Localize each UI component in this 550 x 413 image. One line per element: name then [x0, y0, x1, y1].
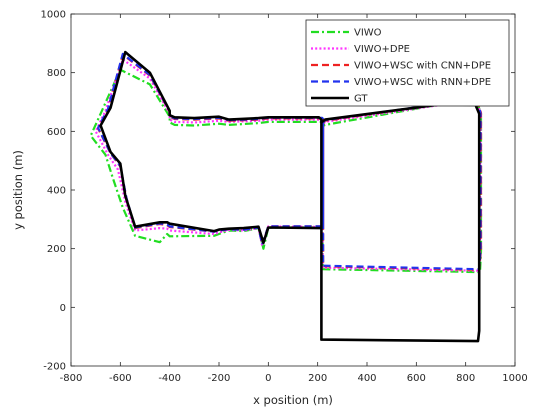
x-tick-label: -400 — [158, 373, 181, 384]
x-axis-label: x position (m) — [253, 393, 333, 407]
y-axis-label: y position (m) — [11, 150, 25, 230]
legend-label-2: VIWO+DPE — [354, 44, 410, 55]
series-layer — [89, 50, 483, 343]
y-tick-label: -200 — [43, 362, 66, 373]
legend-label-3: VIWO+WSC with CNN+DPE — [354, 61, 491, 72]
y-tick-label: 800 — [47, 68, 66, 79]
y-tick-label: 400 — [47, 186, 66, 197]
y-tick-label: 600 — [47, 127, 66, 138]
legend-box — [305, 19, 510, 107]
axis-ticks: -800 -600 -400 -200 0 200 400 600 800 1000 -200 0 20… — [41, 10, 528, 385]
x-tick-label: 200 — [308, 373, 327, 384]
y-tick-label: 200 — [47, 244, 66, 255]
x-tick-label: 0 — [265, 373, 271, 384]
y-tick-label: 1000 — [41, 10, 66, 21]
x-tick-label: 600 — [407, 373, 426, 384]
legend-label-1: VIWO — [354, 28, 382, 39]
y-tick-label: 0 — [60, 303, 66, 314]
series-line-5 — [99, 50, 481, 343]
x-tick-label: 400 — [357, 373, 376, 384]
legend-label-4: VIWO+WSC with RNN+DPE — [354, 77, 491, 88]
x-tick-label: 1000 — [502, 373, 527, 384]
legend: VIWO VIWO+DPE VIWO+WSC with CNN+DPE VIWO+WS… — [305, 19, 510, 107]
x-tick-label: -600 — [109, 373, 132, 384]
x-tick-label: 800 — [456, 373, 475, 384]
x-tick-label: -200 — [208, 373, 231, 384]
x-tick-label: -800 — [60, 373, 83, 384]
legend-label-5: GT — [354, 94, 368, 105]
